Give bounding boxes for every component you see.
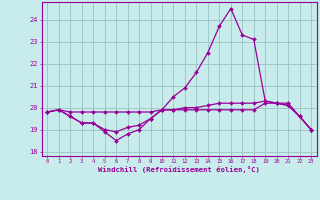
X-axis label: Windchill (Refroidissement éolien,°C): Windchill (Refroidissement éolien,°C) xyxy=(98,166,260,173)
